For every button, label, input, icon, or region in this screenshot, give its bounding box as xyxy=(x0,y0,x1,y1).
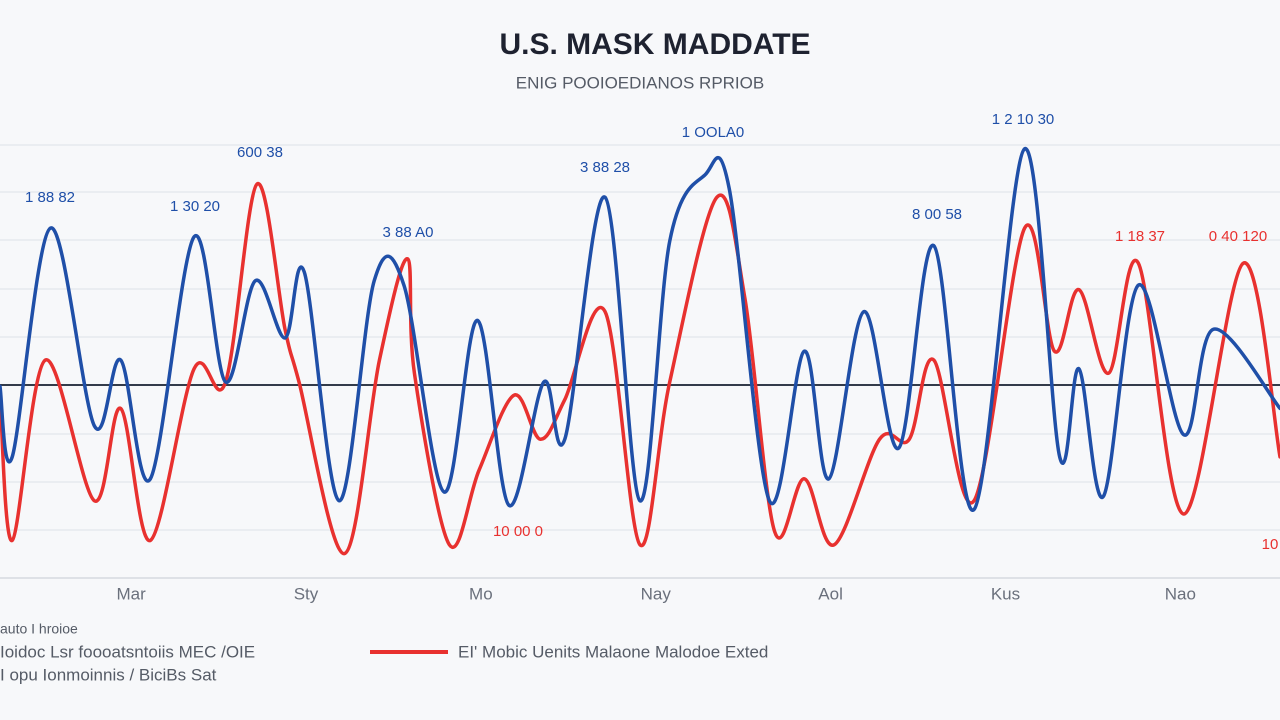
chart-title: U.S. MASK MADDATE xyxy=(499,28,810,61)
x-tick-label: Mo xyxy=(469,584,493,603)
annotation: 1 2 10 30 xyxy=(992,111,1055,128)
legend-note: I opu Ionmoinnis / BiciBs Sat xyxy=(0,665,217,684)
x-tick-label: Nay xyxy=(641,584,672,603)
chart-subtitle: ENIG POOIOEDIANOS RPRIOB xyxy=(516,73,764,92)
x-tick-label: Mar xyxy=(117,584,147,603)
annotation: 10 xyxy=(1262,536,1279,553)
annotation: 3 88 28 xyxy=(580,159,630,176)
annotation: 8 00 58 xyxy=(912,206,962,223)
annotation: 1 30 20 xyxy=(170,198,220,215)
annotation: 1 18 37 xyxy=(1115,228,1165,245)
annotation: 0 40 120 xyxy=(1209,228,1267,245)
legend-label: EI' Mobic Uenits Malaone Malodoe Exted xyxy=(458,642,768,661)
series-line xyxy=(0,182,1280,556)
x-tick-label: Sty xyxy=(294,584,319,603)
annotation: 10 00 0 xyxy=(493,523,543,540)
x-tick-label: Nao xyxy=(1165,584,1196,603)
annotation: 1 OOLA0 xyxy=(682,124,745,141)
annotation: 3 88 A0 xyxy=(383,224,434,241)
x-tick-label: Aol xyxy=(818,584,843,603)
x-tick-label: Kus xyxy=(991,584,1020,603)
grid xyxy=(0,144,1280,579)
annotation: 600 38 xyxy=(237,144,283,161)
series-line xyxy=(0,147,1280,512)
legend-label: Ioidoc Lsr foooatsntoiis MEC /OIE xyxy=(0,642,255,661)
legend-note: auto I hroioe xyxy=(0,621,78,637)
annotation: 1 88 82 xyxy=(25,189,75,206)
